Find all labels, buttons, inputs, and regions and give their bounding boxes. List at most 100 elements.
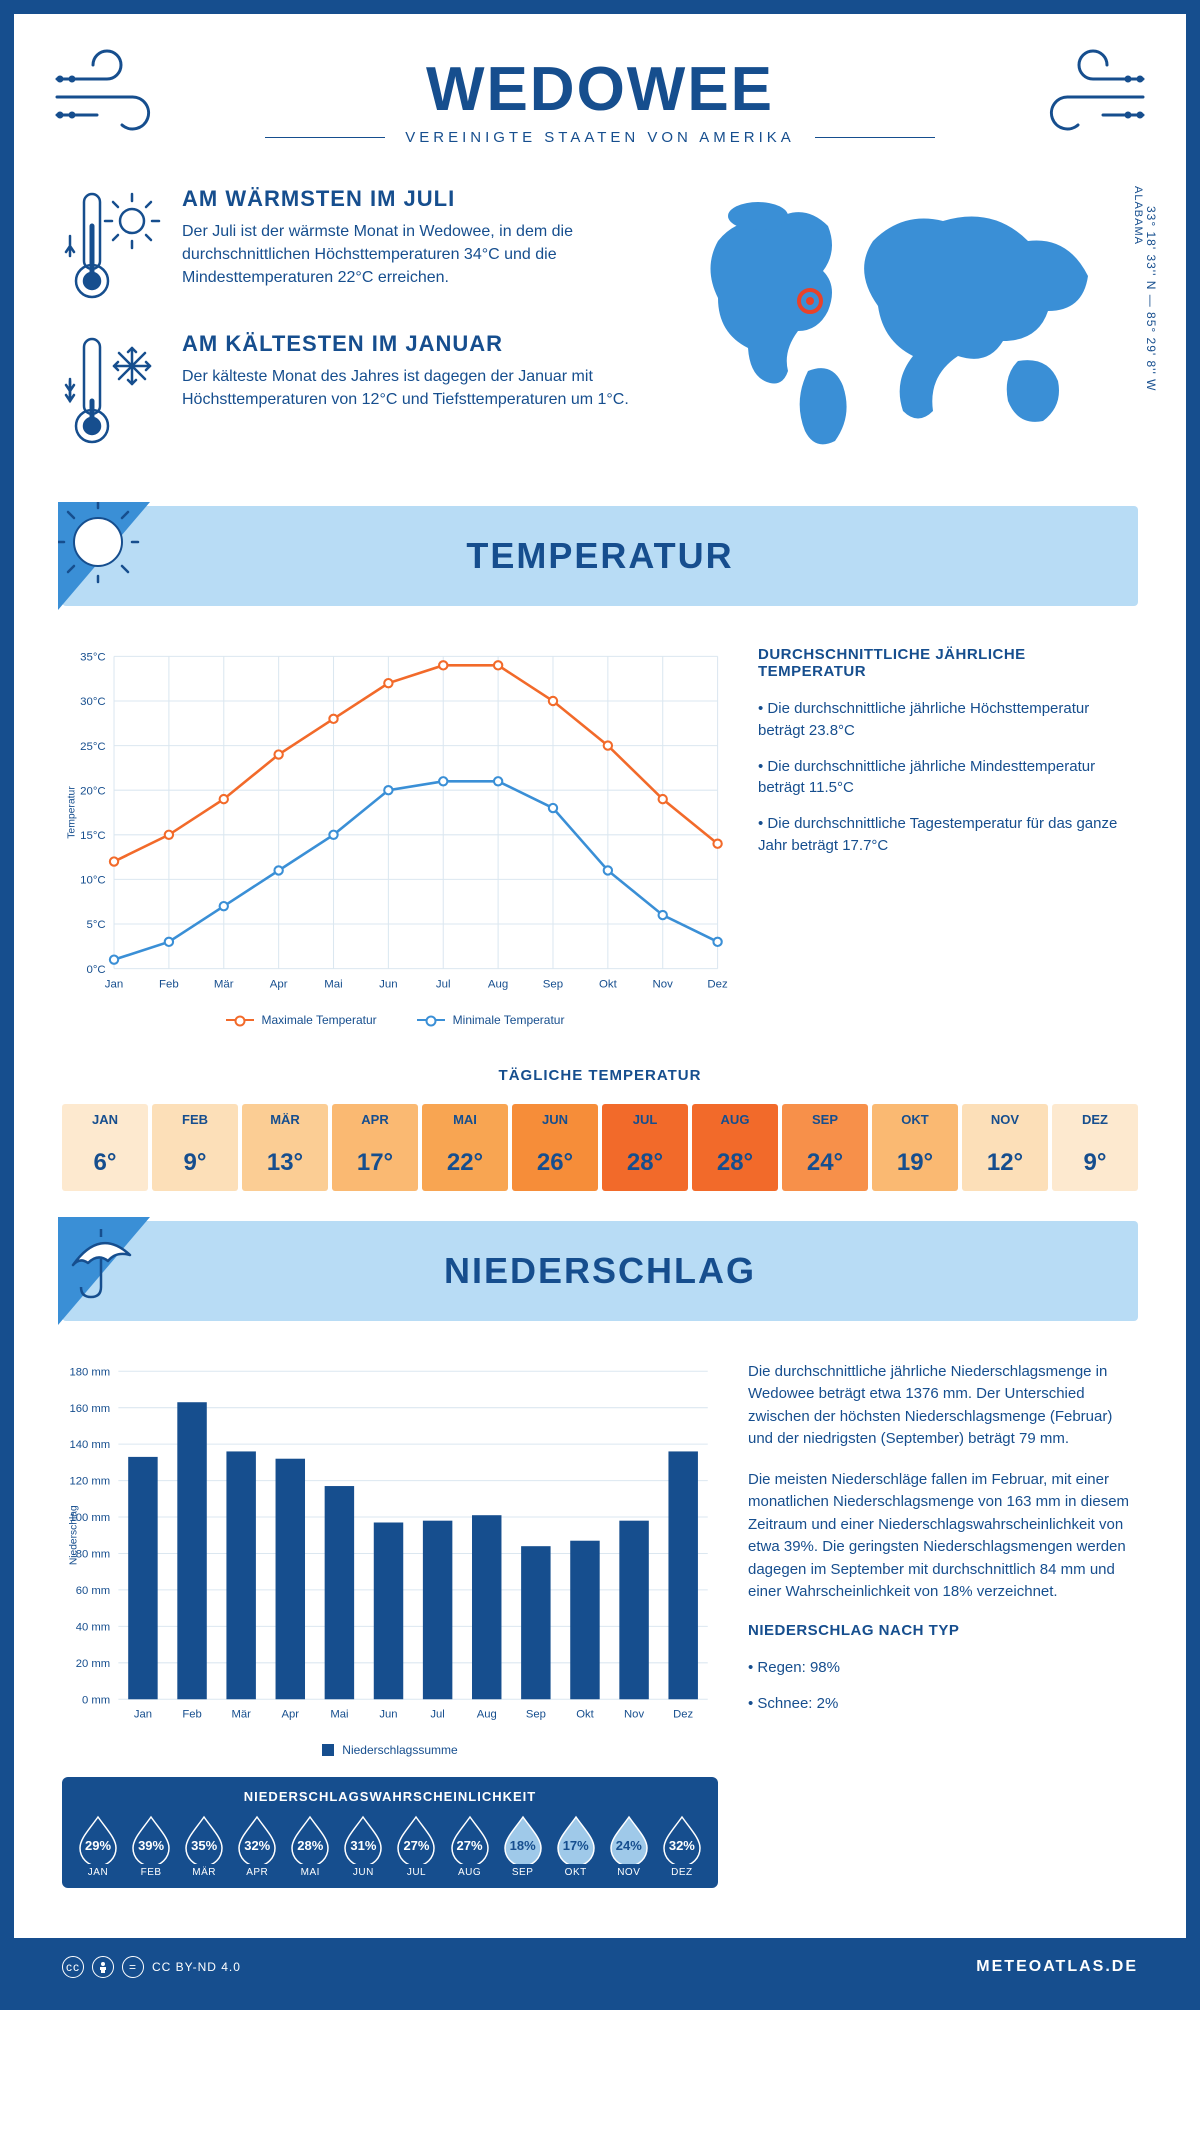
prob-month: AUG xyxy=(448,1867,492,1878)
prob-drop: 18% SEP xyxy=(501,1814,545,1878)
daily-month: DEZ xyxy=(1052,1104,1138,1135)
prob-value: 17% xyxy=(554,1838,598,1853)
daily-cell: FEB9° xyxy=(152,1104,238,1191)
daily-cell: JUL28° xyxy=(602,1104,688,1191)
svg-text:Niederschlag: Niederschlag xyxy=(68,1505,79,1565)
svg-text:0 mm: 0 mm xyxy=(82,1694,110,1706)
prob-drop: 29% JAN xyxy=(76,1814,120,1878)
svg-text:20 mm: 20 mm xyxy=(76,1658,110,1670)
daily-cell: SEP24° xyxy=(782,1104,868,1191)
daily-value: 6° xyxy=(62,1135,148,1191)
prob-drop: 32% APR xyxy=(235,1814,279,1878)
daily-month: MÄR xyxy=(242,1104,328,1135)
prob-title: NIEDERSCHLAGSWAHRSCHEINLICHKEIT xyxy=(76,1789,704,1804)
subtitle-row: VEREINIGTE STAATEN VON AMERIKA xyxy=(62,129,1138,146)
precip-section: 0 mm20 mm40 mm60 mm80 mm100 mm120 mm140 … xyxy=(62,1361,1138,1888)
svg-text:Jun: Jun xyxy=(379,1709,397,1721)
svg-text:15°C: 15°C xyxy=(80,830,106,842)
svg-text:Sep: Sep xyxy=(543,978,563,990)
daily-month: NOV xyxy=(962,1104,1048,1135)
svg-text:Mai: Mai xyxy=(324,978,342,990)
prob-month: DEZ xyxy=(660,1867,704,1878)
precip-paragraph: Die meisten Niederschläge fallen im Febr… xyxy=(748,1469,1138,1604)
fact-text: Der kälteste Monat des Jahres ist dagege… xyxy=(182,365,648,411)
prob-value: 18% xyxy=(501,1838,545,1853)
temperature-summary: DURCHSCHNITTLICHE JÄHRLICHE TEMPERATUR •… xyxy=(758,646,1138,1027)
prob-value: 29% xyxy=(76,1838,120,1853)
precip-paragraph: Die durchschnittliche jährliche Niedersc… xyxy=(748,1361,1138,1451)
summary-bullet: • Die durchschnittliche jährliche Mindes… xyxy=(758,756,1138,800)
legend-swatch-icon xyxy=(417,1019,445,1021)
intro-row: AM WÄRMSTEN IM JULI Der Juli ist der wär… xyxy=(62,186,1138,476)
chart-legend: Niederschlagssumme xyxy=(62,1743,718,1757)
prob-value: 27% xyxy=(448,1838,492,1853)
prob-month: FEB xyxy=(129,1867,173,1878)
precip-summary: Die durchschnittliche jährliche Niedersc… xyxy=(748,1361,1138,1888)
svg-text:Sep: Sep xyxy=(526,1709,546,1721)
thermometer-snow-icon xyxy=(62,331,162,451)
fact-warmest: AM WÄRMSTEN IM JULI Der Juli ist der wär… xyxy=(62,186,648,306)
svg-text:Dez: Dez xyxy=(707,978,728,990)
svg-text:10°C: 10°C xyxy=(80,875,106,887)
summary-bullet: • Die durchschnittliche jährliche Höchst… xyxy=(758,698,1138,742)
daily-month: JAN xyxy=(62,1104,148,1135)
daily-value: 13° xyxy=(242,1135,328,1191)
legend-label: Niederschlagssumme xyxy=(342,1743,457,1757)
svg-text:Apr: Apr xyxy=(270,978,288,990)
prob-month: APR xyxy=(235,1867,279,1878)
content: WEDOWEE VEREINIGTE STAATEN VON AMERIKA xyxy=(14,14,1186,1888)
daily-value: 26° xyxy=(512,1135,598,1191)
prob-month: SEP xyxy=(501,1867,545,1878)
svg-text:Jun: Jun xyxy=(379,978,397,990)
svg-text:Mai: Mai xyxy=(330,1709,348,1721)
legend-swatch-icon xyxy=(226,1019,254,1021)
daily-month: MAI xyxy=(422,1104,508,1135)
prob-value: 31% xyxy=(341,1838,385,1853)
daily-value: 17° xyxy=(332,1135,418,1191)
line-chart-svg: 0°C5°C10°C15°C20°C25°C30°C35°CJanFebMärA… xyxy=(62,646,728,1000)
svg-text:30°C: 30°C xyxy=(80,696,106,708)
prob-drop: 39% FEB xyxy=(129,1814,173,1878)
section-title: TEMPERATUR xyxy=(466,535,733,577)
legend-bar: Niederschlagssumme xyxy=(322,1743,457,1757)
legend-max: Maximale Temperatur xyxy=(226,1013,377,1027)
svg-text:Aug: Aug xyxy=(477,1709,497,1721)
daily-cell: APR17° xyxy=(332,1104,418,1191)
divider xyxy=(265,137,385,138)
svg-text:60 mm: 60 mm xyxy=(76,1585,110,1597)
daily-cell: OKT19° xyxy=(872,1104,958,1191)
legend-label: Minimale Temperatur xyxy=(453,1013,565,1027)
license-text: CC BY-ND 4.0 xyxy=(152,1960,241,1974)
umbrella-corner-icon xyxy=(58,1217,158,1325)
prob-drop: 24% NOV xyxy=(607,1814,651,1878)
legend-swatch-icon xyxy=(322,1744,334,1756)
svg-text:40 mm: 40 mm xyxy=(76,1621,110,1633)
fact-content: AM KÄLTESTEN IM JANUAR Der kälteste Mona… xyxy=(182,331,648,451)
prob-month: JUN xyxy=(341,1867,385,1878)
daily-month: SEP xyxy=(782,1104,868,1135)
daily-value: 19° xyxy=(872,1135,958,1191)
daily-value: 28° xyxy=(602,1135,688,1191)
svg-text:25°C: 25°C xyxy=(80,741,106,753)
fact-coldest: AM KÄLTESTEN IM JANUAR Der kälteste Mona… xyxy=(62,331,648,451)
prob-drop: 28% MAI xyxy=(288,1814,332,1878)
precip-chart: 0 mm20 mm40 mm60 mm80 mm100 mm120 mm140 … xyxy=(62,1361,718,1888)
page-subtitle: VEREINIGTE STAATEN VON AMERIKA xyxy=(405,129,795,146)
svg-text:Jan: Jan xyxy=(134,1709,152,1721)
daily-value: 9° xyxy=(152,1135,238,1191)
chart-legend: Maximale Temperatur Minimale Temperatur xyxy=(62,1013,728,1027)
temperature-chart: 0°C5°C10°C15°C20°C25°C30°C35°CJanFebMärA… xyxy=(62,646,728,1027)
svg-text:160 mm: 160 mm xyxy=(69,1403,110,1415)
svg-text:Nov: Nov xyxy=(653,978,674,990)
daily-cell: AUG28° xyxy=(692,1104,778,1191)
header: WEDOWEE VEREINIGTE STAATEN VON AMERIKA xyxy=(62,44,1138,176)
daily-value: 22° xyxy=(422,1135,508,1191)
daily-cell: JUN26° xyxy=(512,1104,598,1191)
daily-month: AUG xyxy=(692,1104,778,1135)
state-label: ALABAMA xyxy=(1132,186,1144,245)
divider xyxy=(815,137,935,138)
svg-text:Apr: Apr xyxy=(282,1709,300,1721)
daily-temp-title: TÄGLICHE TEMPERATUR xyxy=(62,1067,1138,1084)
svg-text:Feb: Feb xyxy=(159,978,179,990)
bar-chart-svg: 0 mm20 mm40 mm60 mm80 mm100 mm120 mm140 … xyxy=(62,1361,718,1730)
